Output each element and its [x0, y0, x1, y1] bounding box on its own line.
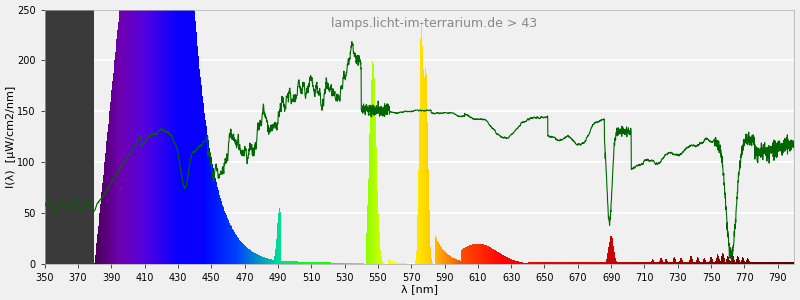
Text: lamps.licht-im-terrarium.de > 43: lamps.licht-im-terrarium.de > 43 — [331, 17, 538, 30]
X-axis label: λ [nm]: λ [nm] — [401, 284, 438, 294]
Y-axis label: I(λ)  [μW/cm2/nm]: I(λ) [μW/cm2/nm] — [6, 86, 15, 188]
